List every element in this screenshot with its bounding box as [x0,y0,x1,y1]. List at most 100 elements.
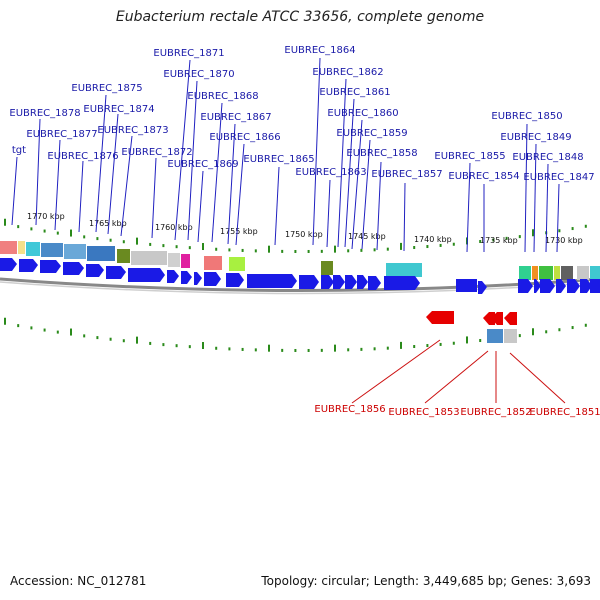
leader-line [351,339,441,404]
forward-gene-arrow[interactable] [40,260,61,273]
forward-gene-arrow[interactable] [478,281,487,294]
forward-gene-arrow[interactable] [128,268,165,282]
minor-tick [426,245,429,249]
leader-line [95,94,107,233]
forward-gene-arrow[interactable] [456,279,477,292]
gene-label[interactable]: EUBREC_1870 [163,69,234,80]
leader-line [337,78,347,248]
leader-line [107,113,119,235]
minor-tick [215,247,218,251]
leader-line [351,119,363,250]
gene-label[interactable]: EUBREC_1859 [336,128,407,139]
forward-gene-arrow[interactable] [204,272,221,286]
gene-label[interactable]: EUBREC_1873 [97,125,168,136]
forward-gene-arrow[interactable] [226,273,244,287]
forward-gene-arrow[interactable] [345,275,357,289]
reverse-gene-arrow[interactable] [491,312,503,325]
forward-gene-arrow[interactable] [321,275,334,289]
minor-tick [96,336,99,340]
gene-label[interactable]: EUBREC_1874 [83,104,154,115]
major-tick [532,328,534,336]
forward-gene-arrow[interactable] [534,279,541,293]
gene-label[interactable]: EUBREC_1871 [153,48,224,59]
minor-tick [17,324,20,328]
forward-gene-arrow[interactable] [518,279,533,293]
gene-label[interactable]: EUBREC_1861 [319,87,390,98]
gene-label[interactable]: EUBREC_1875 [71,83,142,94]
forward-gene-arrow[interactable] [567,279,580,293]
forward-gene-arrow[interactable] [580,279,592,293]
cog-block [131,251,167,265]
gene-label[interactable]: EUBREC_1852 [460,407,531,418]
cog-block [204,256,222,270]
reverse-cog-band [487,329,517,343]
minor-tick [320,348,323,352]
gene-label[interactable]: EUBREC_1854 [448,171,519,182]
cog-block [229,257,245,271]
gene-label[interactable]: EUBREC_1857 [371,169,442,180]
gene-label[interactable]: EUBREC_1858 [346,148,417,159]
forward-gene-arrow[interactable] [590,279,600,293]
gene-label[interactable]: EUBREC_1856 [314,404,385,415]
gene-label[interactable]: EUBREC_1860 [327,108,398,119]
minor-tick [413,345,416,349]
forward-gene-arrow[interactable] [384,276,420,290]
forward-gene-arrow[interactable] [357,275,368,289]
cog-block [18,241,25,254]
forward-gene-arrow[interactable] [86,264,104,277]
gene-label[interactable]: EUBREC_1862 [312,67,383,78]
forward-gene-arrow[interactable] [247,274,297,288]
gene-label[interactable]: EUBREC_1868 [187,91,258,102]
forward-gene-arrow[interactable] [299,275,319,289]
gene-label[interactable]: EUBREC_1847 [523,172,594,183]
major-tick [268,344,270,352]
minor-tick [281,249,284,253]
gene-label[interactable]: EUBREC_1867 [200,112,271,123]
gene-label[interactable]: EUBREC_1866 [209,132,280,143]
gene-label[interactable]: EUBREC_1853 [388,407,459,418]
reverse-gene-arrow[interactable] [426,311,454,324]
gene-label[interactable]: tgt [12,145,26,156]
forward-gene-arrow[interactable] [167,270,179,283]
gene-label[interactable]: EUBREC_1876 [47,151,118,162]
gene-label[interactable]: EUBREC_1877 [26,129,97,140]
forward-gene-arrow[interactable] [0,258,17,271]
gene-label[interactable]: EUBREC_1863 [295,167,366,178]
forward-gene-arrow[interactable] [106,266,126,279]
minor-tick [188,246,191,250]
minor-tick [439,342,442,346]
forward-gene-arrow[interactable] [181,271,192,284]
cog-block [87,246,115,261]
minor-tick [307,348,310,352]
leader-line [35,118,41,226]
gene-label[interactable]: EUBREC_1850 [491,111,562,122]
kbp-label: 1770 kbp [27,212,65,221]
gene-label[interactable]: EUBREC_1872 [121,147,192,158]
forward-gene-arrow[interactable] [333,275,345,289]
leader-line [174,59,191,241]
forward-gene-arrow[interactable] [368,276,381,290]
forward-gene-arrow[interactable] [19,259,38,272]
reverse-gene-arrow[interactable] [483,312,495,325]
forward-gene-arrow[interactable] [556,279,566,293]
leader-line [361,139,371,250]
minor-tick [175,344,178,348]
forward-gene-arrow[interactable] [540,279,555,293]
minor-tick [254,249,257,253]
major-tick [202,243,204,251]
gene-label[interactable]: EUBREC_1851 [529,407,600,418]
minor-tick [571,326,574,330]
reverse-gene-arrow[interactable] [504,312,517,325]
gene-label[interactable]: EUBREC_1878 [9,108,80,119]
gene-label[interactable]: EUBREC_1865 [243,154,314,165]
gene-label[interactable]: EUBREC_1849 [500,132,571,143]
gene-label[interactable]: EUBREC_1855 [434,151,505,162]
forward-gene-labels: EUBREC_1878 EUBREC_1877 EUBREC_1876 EUBR… [9,45,594,183]
gene-label[interactable]: EUBREC_1864 [284,45,355,56]
forward-gene-arrow[interactable] [194,272,202,285]
gene-label[interactable]: EUBREC_1848 [512,152,583,163]
forward-gene-arrow[interactable] [63,262,84,275]
minor-tick [175,245,178,249]
gene-label[interactable]: EUBREC_1869 [167,159,238,170]
leader-line [120,135,133,237]
